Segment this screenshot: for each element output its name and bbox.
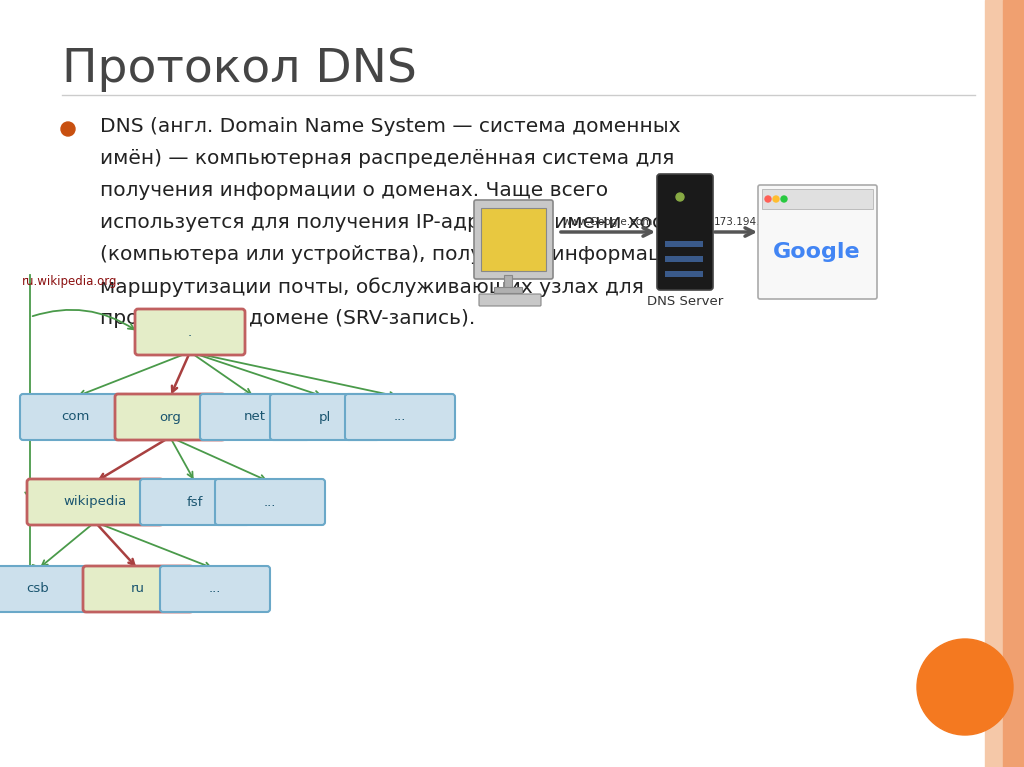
FancyBboxPatch shape [160, 566, 270, 612]
Bar [665, 271, 703, 277]
Text: ru: ru [131, 582, 145, 595]
Text: ...: ... [209, 582, 221, 595]
FancyBboxPatch shape [200, 394, 310, 440]
Bar [494, 287, 522, 293]
FancyBboxPatch shape [758, 185, 877, 299]
Text: (компьютера или устройства), получения информации о: (компьютера или устройства), получения и… [100, 245, 707, 264]
Text: 173.194.36.51: 173.194.36.51 [714, 217, 791, 227]
Text: .: . [188, 325, 193, 338]
Text: csb: csb [27, 582, 49, 595]
FancyBboxPatch shape [345, 394, 455, 440]
FancyBboxPatch shape [215, 479, 325, 525]
Circle shape [781, 196, 787, 202]
Text: DNS (англ. Domain Name System — система доменных: DNS (англ. Domain Name System — система … [100, 117, 681, 136]
FancyBboxPatch shape [0, 566, 93, 612]
Bar [665, 241, 703, 247]
Circle shape [773, 196, 779, 202]
Circle shape [765, 196, 771, 202]
Text: имён) — компьютерная распределённая система для: имён) — компьютерная распределённая сист… [100, 149, 675, 168]
Bar [985, 0, 1002, 767]
Circle shape [61, 122, 75, 136]
Text: маршрутизации почты, обслуживающих узлах для: маршрутизации почты, обслуживающих узлах… [100, 277, 644, 297]
FancyBboxPatch shape [140, 479, 250, 525]
FancyBboxPatch shape [27, 479, 163, 525]
FancyBboxPatch shape [20, 394, 130, 440]
Text: ...: ... [394, 410, 407, 423]
Circle shape [676, 193, 684, 201]
Text: wikipedia: wikipedia [63, 495, 127, 509]
FancyBboxPatch shape [270, 394, 380, 440]
FancyBboxPatch shape [657, 174, 713, 290]
Text: Google: Google [773, 242, 861, 262]
Text: fsf: fsf [186, 495, 203, 509]
Text: ru.wikipedia.org.: ru.wikipedia.org. [22, 275, 121, 288]
Text: org: org [159, 410, 181, 423]
Text: получения информации о доменах. Чаще всего: получения информации о доменах. Чаще все… [100, 181, 608, 200]
Text: Протокол DNS: Протокол DNS [62, 47, 417, 92]
Text: com: com [60, 410, 89, 423]
Text: net: net [244, 410, 266, 423]
FancyBboxPatch shape [135, 309, 245, 355]
FancyBboxPatch shape [479, 294, 541, 306]
FancyBboxPatch shape [115, 394, 225, 440]
FancyBboxPatch shape [83, 566, 193, 612]
Text: www.Google.com: www.Google.com [563, 217, 653, 227]
Bar [665, 256, 703, 262]
Bar [1002, 0, 1024, 767]
Text: используется для получения IP-адреса по имени хоста: используется для получения IP-адреса по … [100, 213, 687, 232]
Circle shape [918, 639, 1013, 735]
FancyBboxPatch shape [474, 200, 553, 279]
Text: ...: ... [264, 495, 276, 509]
Text: pl: pl [318, 410, 331, 423]
Bar [481, 208, 546, 271]
Text: протоколов в домене (SRV-запись).: протоколов в домене (SRV-запись). [100, 309, 475, 328]
Bar [762, 189, 873, 209]
Text: DNS Server: DNS Server [647, 295, 723, 308]
Bar [504, 275, 512, 289]
